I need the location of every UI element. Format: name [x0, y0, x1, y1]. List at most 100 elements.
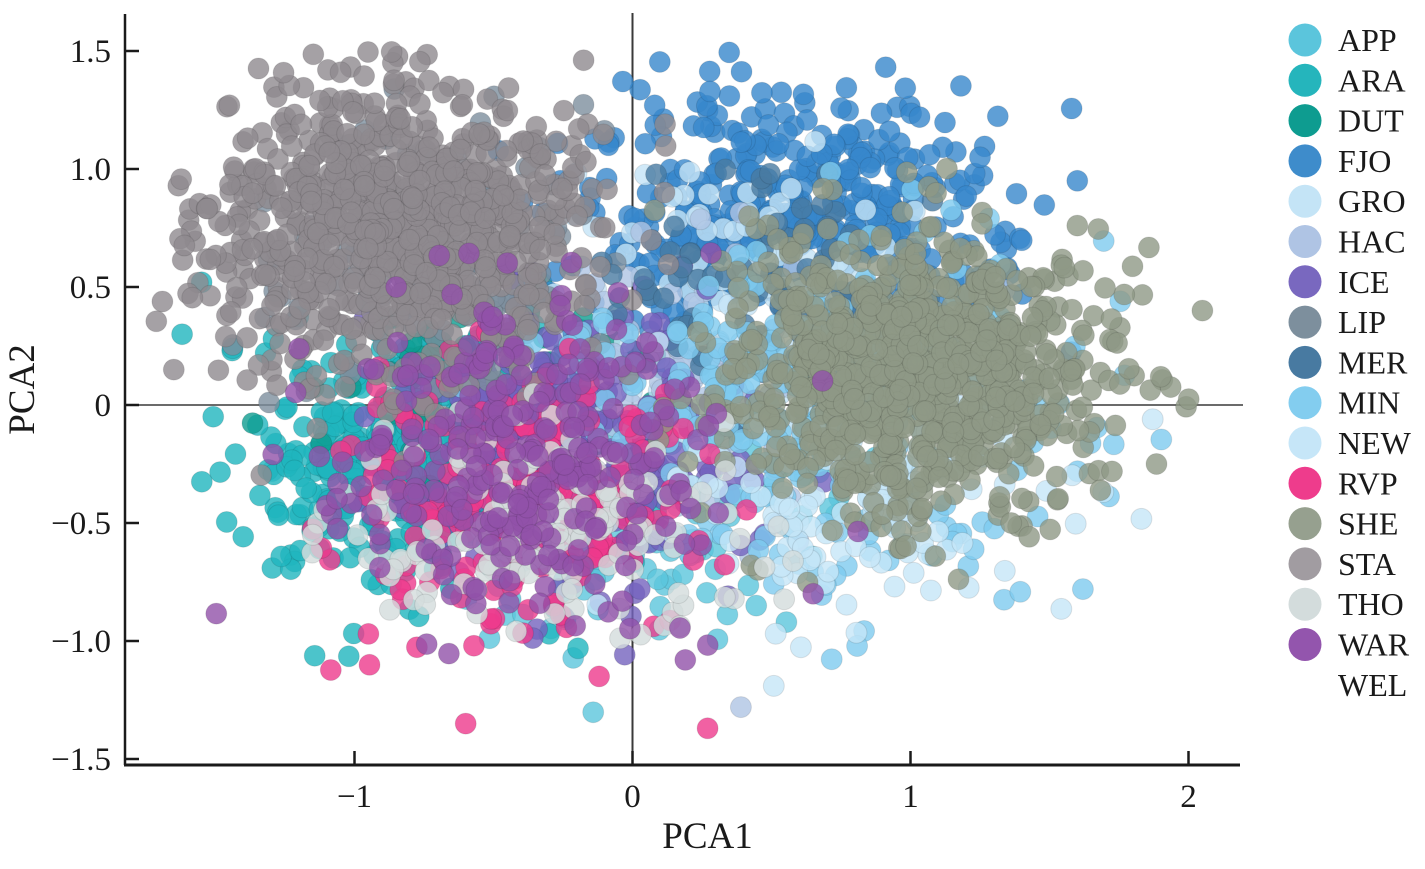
data-point — [241, 237, 264, 260]
data-point — [318, 141, 341, 164]
data-point — [569, 373, 592, 396]
data-point — [697, 275, 720, 297]
data-point — [448, 362, 471, 385]
data-point — [700, 242, 722, 264]
data-point — [949, 237, 972, 260]
data-point — [451, 498, 473, 521]
data-point — [1066, 169, 1089, 192]
data-point — [557, 353, 580, 376]
data-point — [441, 283, 464, 306]
data-point — [935, 157, 958, 180]
data-point — [824, 439, 847, 462]
data-point — [1059, 359, 1082, 382]
legend-label-THO: THO — [1338, 586, 1404, 622]
data-point — [1053, 256, 1076, 279]
data-point — [1102, 433, 1125, 456]
data-point — [267, 148, 289, 170]
data-point — [1137, 236, 1160, 259]
data-point — [215, 511, 238, 533]
data-point — [942, 421, 965, 444]
data-point — [757, 114, 780, 136]
data-point — [599, 466, 622, 489]
data-point — [486, 506, 509, 529]
data-point — [419, 355, 441, 378]
data-point — [459, 384, 482, 407]
data-point — [753, 556, 776, 579]
data-point — [905, 477, 928, 500]
data-point — [614, 554, 637, 577]
legend-item-NEW: NEW — [1288, 425, 1412, 461]
data-point — [666, 320, 689, 342]
data-point — [1035, 342, 1058, 365]
data-point — [567, 117, 590, 140]
data-point — [673, 533, 696, 555]
data-point — [572, 93, 595, 116]
data-point — [697, 415, 720, 437]
data-point — [534, 164, 557, 187]
data-point — [802, 582, 825, 605]
legend-item-DUT: DUT — [1288, 103, 1404, 139]
data-point — [985, 386, 1008, 409]
data-point — [225, 276, 248, 299]
data-point — [505, 620, 528, 643]
data-point — [368, 556, 391, 579]
data-point — [773, 588, 796, 611]
legend-item-MER: MER — [1288, 344, 1408, 380]
data-point — [499, 224, 522, 247]
data-point — [643, 446, 666, 469]
data-point — [353, 65, 376, 87]
legend-item-ARA: ARA — [1288, 62, 1406, 98]
data-point — [380, 40, 403, 63]
data-point — [692, 116, 715, 139]
legend-item-LIP: LIP — [1288, 304, 1386, 340]
x-tick-label: 1 — [902, 779, 919, 815]
legend-item-MIN: MIN — [1288, 385, 1400, 421]
data-point — [323, 255, 346, 278]
data-point — [632, 483, 655, 506]
data-point — [346, 524, 369, 547]
data-point — [597, 600, 620, 623]
legend-label-WAR: WAR — [1338, 627, 1410, 663]
data-point — [325, 487, 348, 510]
data-point — [364, 266, 386, 289]
data-point — [902, 352, 925, 375]
data-point — [430, 308, 453, 331]
data-point — [669, 617, 691, 639]
data-point — [566, 205, 588, 228]
data-point — [1021, 306, 1044, 329]
data-point — [417, 428, 440, 451]
data-point — [1039, 518, 1062, 541]
data-point — [735, 357, 757, 380]
data-point — [564, 614, 587, 637]
data-point — [764, 622, 787, 645]
data-point — [889, 378, 912, 401]
data-point — [1003, 436, 1026, 459]
data-point — [306, 417, 329, 440]
data-point — [495, 373, 518, 396]
legend-swatch-SHE — [1288, 507, 1322, 541]
data-point — [1100, 308, 1123, 330]
data-point — [961, 380, 984, 403]
y-tick-label: −0.5 — [51, 506, 111, 542]
data-point — [854, 198, 877, 221]
data-point — [986, 447, 1009, 470]
data-point — [373, 159, 396, 182]
data-point — [224, 443, 247, 465]
y-tick-label: 0 — [95, 388, 112, 424]
data-point — [254, 263, 277, 286]
data-point — [924, 545, 947, 568]
data-point — [432, 563, 455, 586]
data-point — [1089, 479, 1112, 502]
data-point — [635, 331, 658, 354]
data-point — [628, 577, 651, 600]
data-point — [947, 568, 970, 591]
data-point — [250, 464, 273, 487]
data-point — [679, 497, 702, 520]
data-point — [654, 135, 677, 157]
legend-swatch-WAR — [1288, 628, 1322, 661]
legend-swatch-ICE — [1288, 265, 1322, 299]
legend-item-FJO: FJO — [1288, 143, 1391, 179]
data-point — [497, 77, 520, 99]
data-point — [236, 127, 259, 150]
series-SHE — [643, 157, 1214, 594]
